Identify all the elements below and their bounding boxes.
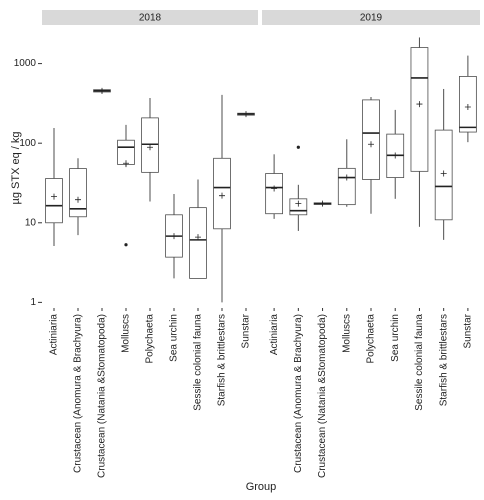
x-tick-label: Polychaeta xyxy=(366,314,377,364)
x-tick-label: Starfish & brittlestars xyxy=(438,314,449,406)
y-tick-label: 10 xyxy=(25,217,37,228)
mean-marker xyxy=(123,160,129,167)
x-tick-label: Actiniaria xyxy=(269,314,280,356)
x-tick-label: Sessile colonial fauna xyxy=(193,314,204,411)
x-tick-label: Crustacean (Natania &Stomatopoda) xyxy=(97,314,108,478)
mean-marker xyxy=(51,193,57,200)
y-tick-label: 1 xyxy=(30,297,36,308)
mean-marker xyxy=(195,234,201,241)
mean-marker xyxy=(99,87,105,94)
y-tick-label: 1000 xyxy=(14,58,37,69)
x-tick-label: Sessile colonial fauna xyxy=(414,314,425,411)
mean-marker xyxy=(243,111,249,118)
box xyxy=(265,173,283,215)
box xyxy=(410,47,429,172)
mean-marker xyxy=(343,174,350,181)
facet-label: 2019 xyxy=(360,13,383,24)
mean-marker xyxy=(271,185,278,192)
box xyxy=(189,207,207,279)
box xyxy=(362,99,380,180)
x-tick-label: Sea urchin xyxy=(169,314,180,362)
box xyxy=(45,178,63,224)
facet-strip xyxy=(42,10,258,25)
mean-marker xyxy=(147,144,153,151)
y-axis-label: µg STX eq / kg xyxy=(10,132,22,205)
mean-marker xyxy=(440,170,447,177)
box xyxy=(337,167,356,206)
x-tick-label: Sea urchin xyxy=(390,314,401,362)
x-tick-label: Crustacean (Anomura & Brachyura) xyxy=(73,314,84,473)
x-tick-label: Molluscs xyxy=(341,314,352,353)
y-tick-label: 100 xyxy=(19,138,36,149)
x-axis-label: Group xyxy=(246,481,277,493)
x-tick-label: Crustacean (Anomura & Brachyura) xyxy=(293,314,304,473)
x-tick-label: Molluscs xyxy=(121,314,132,353)
x-tick-label: Crustacean (Natania &Stomatopoda) xyxy=(317,314,328,478)
x-tick-label: Actiniaria xyxy=(49,314,60,356)
x-tick-label: Sunstar xyxy=(463,313,474,348)
mean-marker xyxy=(416,101,423,108)
facet-strip xyxy=(262,10,480,25)
mean-marker xyxy=(219,192,225,199)
outlier xyxy=(296,145,300,149)
x-tick-label: Polychaeta xyxy=(145,314,156,364)
mean-marker xyxy=(319,200,326,207)
box xyxy=(69,168,87,218)
facet-label: 2018 xyxy=(139,13,162,24)
x-tick-label: Starfish & brittlestars xyxy=(217,314,228,406)
x-tick-label: Sunstar xyxy=(241,313,252,348)
mean-marker xyxy=(392,152,399,159)
mean-marker xyxy=(464,103,471,110)
mean-marker xyxy=(368,141,374,148)
mean-marker xyxy=(295,200,302,207)
mean-marker xyxy=(75,196,81,203)
mean-marker xyxy=(171,233,177,240)
outlier xyxy=(124,243,128,247)
